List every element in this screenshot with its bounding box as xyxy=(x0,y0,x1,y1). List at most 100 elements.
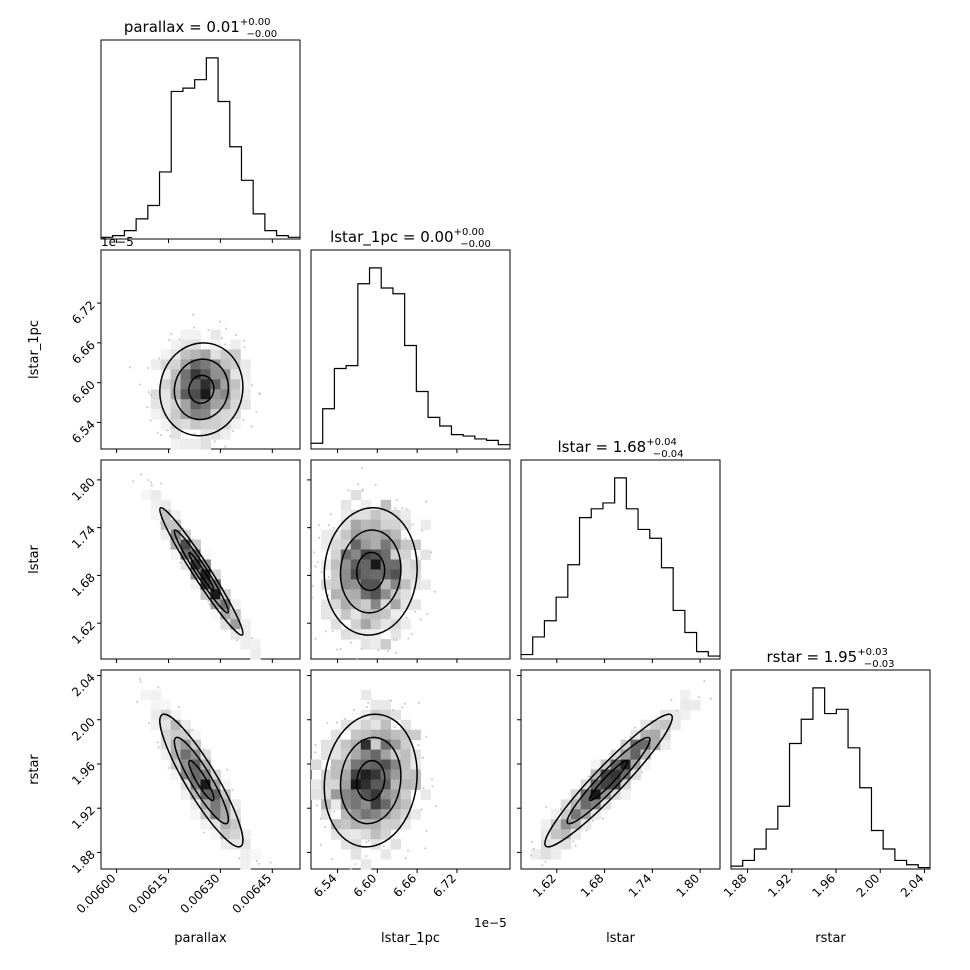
density-cell xyxy=(220,829,231,840)
density-cell xyxy=(400,589,411,600)
sample-point xyxy=(347,489,350,492)
sample-point xyxy=(148,722,150,725)
density-cell xyxy=(170,509,182,521)
density-cell xyxy=(380,769,392,780)
density-cell xyxy=(350,619,362,630)
sample-point xyxy=(204,348,207,351)
sample-point xyxy=(391,709,394,711)
density-cell xyxy=(240,629,251,640)
sample-point xyxy=(255,860,258,862)
density-cell xyxy=(360,509,372,521)
density-cell xyxy=(350,769,362,780)
density-cell xyxy=(180,389,192,400)
density-cell xyxy=(311,779,322,790)
density-cell xyxy=(620,749,631,761)
density-cell xyxy=(350,539,362,551)
density-cell xyxy=(190,419,201,430)
x-tick-label: 6.54 xyxy=(311,871,340,900)
density-cell xyxy=(350,729,362,741)
density-cell xyxy=(350,719,362,731)
density-cell xyxy=(410,569,421,580)
sample-point xyxy=(433,591,436,593)
density-cell xyxy=(320,789,332,800)
density-cell xyxy=(340,749,352,761)
contour-level-3 xyxy=(323,507,418,636)
density-cell xyxy=(380,569,392,580)
density-cell xyxy=(340,539,352,551)
density-cell xyxy=(340,589,352,600)
density-cell xyxy=(400,539,411,551)
sample-point xyxy=(390,699,392,702)
density-cell xyxy=(230,419,241,430)
density-cell xyxy=(320,599,332,610)
y-axis-label-rstar: rstar xyxy=(27,754,42,785)
sample-point xyxy=(405,508,408,511)
offset-text-y: 1e−5 xyxy=(101,235,134,249)
sample-point xyxy=(167,767,170,769)
sample-point xyxy=(314,751,317,754)
sample-point xyxy=(377,649,380,651)
sample-point xyxy=(250,384,253,386)
density-cell xyxy=(540,849,552,860)
density-cell xyxy=(220,359,231,370)
density-cell xyxy=(640,729,651,741)
density-cell xyxy=(590,789,602,800)
density-cell xyxy=(330,609,342,620)
sample-point xyxy=(418,701,420,704)
density-cell xyxy=(180,369,192,380)
density-cell xyxy=(210,569,221,580)
density-cell xyxy=(340,769,352,780)
density-cell xyxy=(410,559,421,570)
density-cell xyxy=(360,829,372,840)
density-cell xyxy=(340,629,352,640)
x-tick-label: 1.92 xyxy=(765,871,794,900)
x-tick-label: 2.00 xyxy=(854,871,883,900)
sample-point xyxy=(192,326,195,329)
sample-point xyxy=(336,721,338,724)
sample-point xyxy=(224,445,226,448)
sample-point xyxy=(532,848,535,850)
density-cell xyxy=(600,779,612,790)
sample-point xyxy=(404,857,407,860)
density-cell xyxy=(390,559,402,570)
density-cell xyxy=(230,629,241,640)
density-cell xyxy=(350,529,362,541)
sample-point xyxy=(545,806,548,808)
density-cell xyxy=(170,369,182,380)
x-axis-label-lstar: lstar xyxy=(606,931,635,946)
contour-level-2 xyxy=(173,529,230,614)
density-cell xyxy=(360,569,372,580)
panel-title-lstar_1pc: lstar_1pc = 0.00+0.00 −0.00 xyxy=(330,227,491,250)
density-cell xyxy=(590,779,602,790)
density-cell xyxy=(400,759,411,770)
density-cell xyxy=(370,839,382,850)
density-cell xyxy=(400,509,411,521)
x-tick-label: 2.04 xyxy=(898,871,927,900)
density-cell xyxy=(220,619,231,630)
density-cell xyxy=(410,729,421,741)
density-cell xyxy=(350,579,362,590)
density-cell xyxy=(400,719,411,731)
sample-point xyxy=(168,339,170,341)
density-cell xyxy=(180,419,192,430)
density-cell xyxy=(390,809,402,820)
density-cell xyxy=(180,759,192,770)
density-cell xyxy=(170,749,182,761)
density-cell xyxy=(360,559,372,570)
density-cell xyxy=(380,739,392,751)
x-tick-label: 1.62 xyxy=(530,871,559,900)
sample-point xyxy=(353,708,355,711)
sample-point xyxy=(339,648,342,650)
density-cell xyxy=(360,529,372,541)
density-cell xyxy=(360,619,372,630)
density-cell xyxy=(360,719,372,731)
contour-level-1 xyxy=(188,759,215,802)
sample-point xyxy=(329,767,332,769)
density-cell xyxy=(670,709,681,721)
density-cell xyxy=(380,639,392,650)
density-cell xyxy=(150,399,162,410)
sample-point xyxy=(395,651,397,654)
density-cell xyxy=(370,609,382,620)
sample-point xyxy=(326,722,329,724)
sample-point xyxy=(365,841,368,843)
